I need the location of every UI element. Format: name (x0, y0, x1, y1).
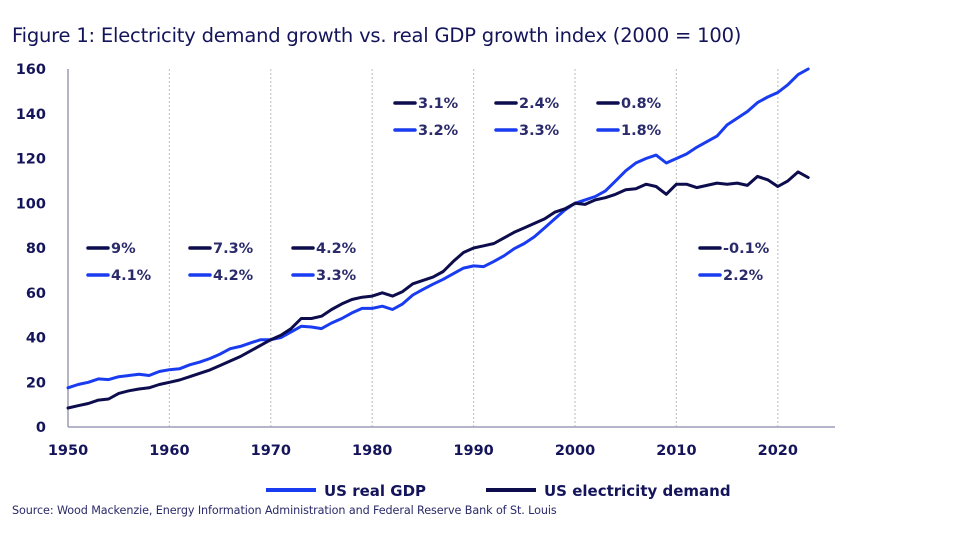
annotation-gdp-value: 2.2% (723, 268, 764, 284)
chart-title: Figure 1: Electricity demand growth vs. … (12, 24, 742, 47)
y-axis-ticks: 0 20 40 60 80 100 120 140 160 (16, 62, 46, 436)
annotation-1990-2000: 2.4% 3.3% (494, 96, 560, 139)
y-tick-label: 160 (16, 62, 46, 78)
annotation-electricity-value: 2.4% (519, 96, 560, 112)
annotation-electricity-value: 4.2% (316, 241, 357, 257)
annotation-electricity-value: 3.1% (418, 96, 459, 112)
legend: US real GDP US electricity demand (266, 482, 731, 500)
growth-annotations: 9% 4.1% 7.3% 4.2% 4.2% 3.3% 3.1% 3.2% 2.4% 3.3% 0.… (86, 96, 770, 284)
annotation-1950-1960: 9% 4.1% (86, 241, 152, 284)
axes (67, 69, 835, 428)
source-note: Source: Wood Mackenzie, Energy Informati… (12, 504, 557, 517)
y-tick-label: 140 (16, 107, 46, 123)
legend-label-electricity: US electricity demand (544, 482, 731, 500)
annotation-gdp-value: 4.2% (213, 268, 254, 284)
x-tick-label: 1980 (352, 443, 392, 459)
annotation-electricity-value: -0.1% (723, 241, 770, 257)
annotation-electricity-value: 9% (111, 241, 136, 257)
annotation-2010-2023: -0.1% 2.2% (698, 241, 770, 284)
x-tick-label: 2020 (758, 443, 798, 459)
annotation-electricity-value: 7.3% (213, 241, 254, 257)
x-axis-ticks: 1950 1960 1970 1980 1990 2000 2010 2020 (48, 443, 798, 459)
y-tick-label: 80 (26, 241, 46, 257)
y-tick-label: 100 (16, 196, 46, 212)
annotation-2000-2010: 0.8% 1.8% (596, 96, 662, 139)
x-tick-label: 1970 (251, 443, 291, 459)
x-tick-label: 2010 (656, 443, 696, 459)
legend-label-gdp: US real GDP (324, 482, 426, 500)
annotation-1980-1990: 3.1% 3.2% (393, 96, 459, 139)
annotation-gdp-value: 3.3% (519, 123, 560, 139)
y-tick-label: 20 (26, 375, 46, 391)
annotation-electricity-value: 0.8% (621, 96, 662, 112)
annotation-gdp-value: 3.3% (316, 268, 357, 284)
annotation-1970-1980: 4.2% 3.3% (291, 241, 357, 284)
annotation-gdp-value: 4.1% (111, 268, 152, 284)
x-tick-label: 1950 (48, 443, 88, 459)
annotation-gdp-value: 3.2% (418, 123, 459, 139)
y-tick-label: 40 (26, 331, 46, 347)
gdp-line (66, 67, 810, 390)
y-tick-label: 120 (16, 152, 46, 168)
x-tick-label: 2000 (555, 443, 595, 459)
y-tick-label: 60 (26, 286, 46, 302)
x-tick-label: 1960 (149, 443, 189, 459)
y-tick-label: 0 (36, 420, 46, 436)
electricity-line (66, 170, 810, 410)
annotation-1960-1970: 7.3% 4.2% (188, 241, 254, 284)
x-tick-label: 1990 (453, 443, 493, 459)
annotation-gdp-value: 1.8% (621, 123, 662, 139)
series-lines (66, 67, 810, 410)
